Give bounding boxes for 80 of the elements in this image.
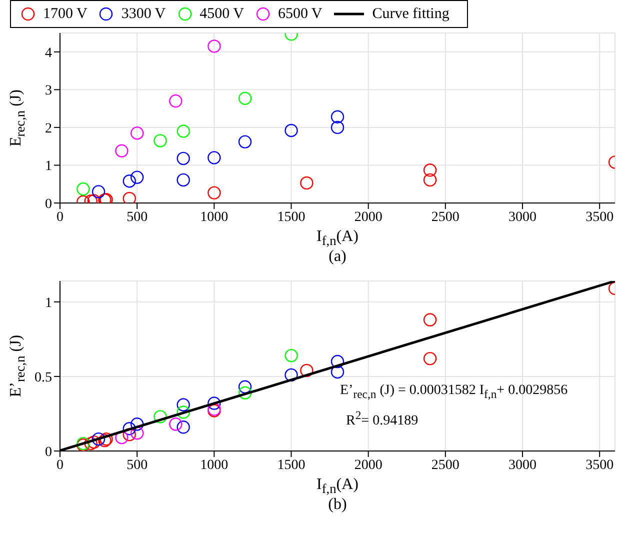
x-tick-label: 500	[126, 210, 148, 225]
text: (a)	[328, 248, 348, 267]
point	[122, 192, 136, 203]
legend-label: 4500 V	[200, 6, 244, 22]
y-tick-label: 4	[45, 46, 52, 61]
point	[176, 124, 190, 138]
y-tick-label: 1	[45, 296, 52, 311]
y-tick-label: 0	[45, 444, 52, 460]
point	[208, 151, 221, 164]
point	[300, 364, 314, 378]
point	[423, 173, 437, 187]
annotation: R$^{2}$= 0.94189	[345, 408, 420, 432]
x-tick-label: 3000	[508, 210, 536, 225]
x-tick-label: 500	[126, 458, 148, 473]
point	[115, 144, 128, 158]
point	[176, 398, 190, 412]
x-tick-label: 0	[56, 210, 64, 225]
point	[330, 120, 344, 134]
point	[169, 418, 182, 431]
x-tick-label: 3000	[508, 458, 536, 473]
point	[208, 40, 221, 53]
point	[423, 313, 437, 326]
point	[330, 354, 344, 368]
point	[176, 173, 190, 187]
point	[238, 92, 252, 105]
point	[300, 176, 314, 190]
point	[122, 422, 136, 436]
x-axis-title: I$_{f,n}$(A)	[316, 476, 360, 496]
point	[330, 365, 344, 379]
point	[92, 432, 106, 446]
y-tick-label: 0.5	[34, 370, 52, 386]
point	[130, 418, 144, 431]
point	[284, 124, 298, 138]
x-tick-label: 2500	[431, 210, 460, 225]
x-tick-label: 0	[56, 458, 64, 473]
point	[176, 406, 190, 419]
x-tick-label: 1000	[200, 458, 228, 473]
x-tick-label: 1500	[277, 210, 306, 225]
point	[238, 386, 252, 400]
point	[154, 410, 167, 424]
point	[122, 428, 136, 442]
legend-label: 3300 V	[121, 6, 166, 22]
legend-label: 6500 V	[278, 6, 322, 22]
point	[238, 380, 252, 394]
point	[330, 110, 344, 124]
legend-label: 1700 V	[43, 6, 88, 22]
point	[76, 182, 90, 196]
y-tick-label: 1	[45, 159, 52, 174]
y-tick-label: 2	[45, 121, 52, 136]
point	[238, 135, 252, 148]
point	[423, 164, 437, 177]
point	[130, 170, 144, 184]
x-tick-label: 2000	[354, 210, 382, 225]
point	[130, 426, 144, 440]
x-tick-label: 1000	[200, 210, 228, 225]
point	[284, 348, 298, 362]
annotation: E’$_{rec,n}$ (J) = 0.00031582 I$_{f,n}$+ 0.0029856	[340, 382, 568, 402]
point	[423, 352, 437, 366]
point	[284, 368, 298, 382]
point	[92, 185, 106, 198]
point	[169, 94, 182, 108]
point	[84, 436, 98, 450]
point	[208, 396, 221, 410]
x-tick-label: 2500	[431, 458, 460, 473]
point	[176, 152, 190, 166]
point	[154, 134, 167, 148]
x-tick-label: 3500	[586, 458, 614, 473]
point	[130, 126, 144, 140]
point	[122, 174, 136, 188]
x-tick-label: 3500	[586, 210, 614, 225]
point	[87, 435, 101, 449]
y-tick-label: 0	[45, 196, 52, 212]
point	[176, 420, 190, 434]
point	[208, 186, 221, 200]
x-tick-label: 1500	[277, 458, 306, 473]
legend-label: Curve fitting	[372, 6, 450, 22]
y-tick-label: 3	[45, 84, 52, 99]
x-axis-title: I$_{f,n}$(A)	[316, 228, 360, 248]
x-tick-label: 2000	[354, 458, 382, 473]
text: (b)	[327, 496, 348, 515]
